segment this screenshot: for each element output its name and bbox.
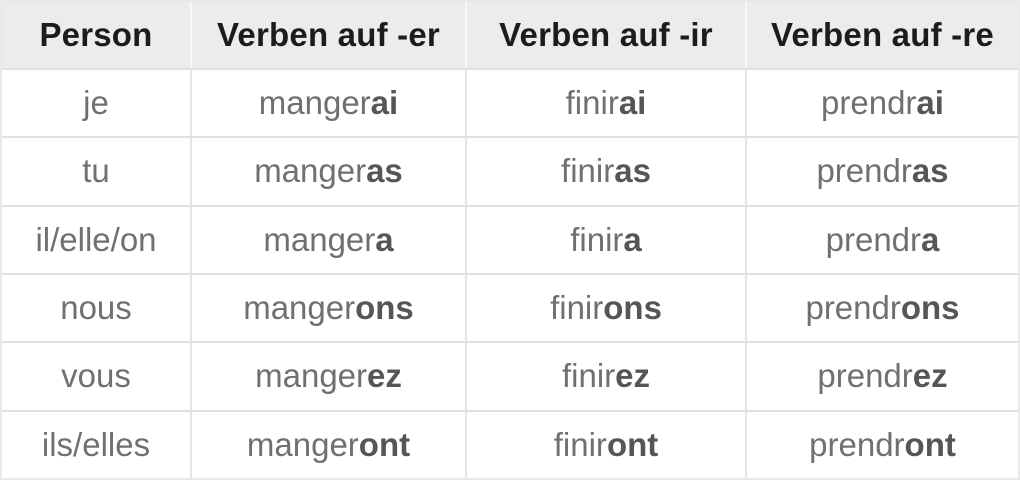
verb-ending: ai xyxy=(370,84,399,122)
verb-stem: finir xyxy=(570,220,624,258)
verb-ir-cell: finir ons xyxy=(465,274,745,342)
verb-ending: as xyxy=(366,152,403,190)
verb-stem: finir xyxy=(565,84,619,122)
table-row-nous: nous manger ons finir ons prendr ons xyxy=(2,272,1018,342)
verb-er-cell: manger ons xyxy=(190,274,465,342)
verb-ending: ez xyxy=(912,357,948,395)
verb-ending: ont xyxy=(904,425,956,463)
person-cell: il/elle/on xyxy=(35,220,157,258)
verb-stem: finir xyxy=(553,425,607,463)
header-cell-verben-ir: Verben auf -ir xyxy=(465,2,745,68)
verb-stem: manger xyxy=(246,425,359,463)
verb-ir-cell: finir a xyxy=(465,206,745,273)
verb-stem: prendr xyxy=(805,289,901,327)
verb-er-cell: manger ai xyxy=(190,70,465,137)
table-row-ils-elles: ils/elles manger ont finir ont prendr ont xyxy=(2,409,1018,478)
verb-stem: finir xyxy=(561,152,615,190)
verb-stem: prendr xyxy=(817,357,913,395)
verb-ending: a xyxy=(623,220,642,258)
verb-ending: ont xyxy=(358,425,411,463)
header-cell-verben-re: Verben auf -re xyxy=(745,2,1018,68)
table-row-il-elle-on: il/elle/on manger a finir a prendr a xyxy=(2,204,1018,273)
verb-re-cell: prendr ai xyxy=(745,70,1018,137)
verb-ending: ont xyxy=(606,425,659,463)
verb-stem: prendr xyxy=(816,152,912,190)
table-row-vous: vous manger ez finir ez prendr ez xyxy=(2,341,1018,410)
verb-ending: as xyxy=(614,152,651,190)
verb-ending: ons xyxy=(355,289,414,327)
verb-ending: ez xyxy=(615,357,651,395)
verb-re-cell: prendr as xyxy=(745,138,1018,205)
verb-ending: ai xyxy=(916,84,944,122)
verb-stem: prendr xyxy=(825,220,922,258)
verb-stem: manger xyxy=(243,289,356,327)
verb-ending: ai xyxy=(618,84,647,122)
verb-ending: ez xyxy=(367,357,402,395)
verb-er-cell: manger ont xyxy=(190,411,465,478)
verb-re-cell: prendr ez xyxy=(745,343,1018,410)
verb-stem: manger xyxy=(258,84,371,122)
person-cell: vous xyxy=(61,357,131,395)
verb-ir-cell: finir ez xyxy=(465,343,745,410)
verb-ir-cell: finir ai xyxy=(465,70,745,137)
verb-re-cell: prendr ont xyxy=(745,411,1018,478)
verb-stem: prendr xyxy=(821,84,917,122)
header-cell-person: Person xyxy=(39,16,153,53)
verb-ending: as xyxy=(911,152,949,190)
verb-ir-cell: finir ont xyxy=(465,411,745,478)
person-cell: je xyxy=(83,84,109,122)
verb-ending: ons xyxy=(900,289,960,327)
verb-er-cell: manger ez xyxy=(190,343,465,410)
verb-er-cell: manger a xyxy=(190,206,465,273)
verb-re-cell: prendr ons xyxy=(745,274,1018,342)
verb-stem: manger xyxy=(263,220,376,258)
verb-stem: manger xyxy=(254,152,367,190)
verb-stem: finir xyxy=(561,357,616,395)
verb-ir-cell: finir as xyxy=(465,138,745,205)
table-row-je: je manger ai finir ai prendr ai xyxy=(2,68,1018,137)
verb-stem: prendr xyxy=(809,425,905,463)
person-cell: tu xyxy=(82,152,110,190)
verb-ending: ons xyxy=(603,289,662,327)
table-row-tu: tu manger as finir as prendr as xyxy=(2,136,1018,205)
verb-stem: finir xyxy=(550,289,604,327)
person-cell: nous xyxy=(60,289,132,327)
verb-ending: a xyxy=(375,220,394,258)
verb-re-cell: prendr a xyxy=(745,206,1018,273)
table-header-row: Person Verben auf -er Verben auf -ir Ver… xyxy=(2,2,1018,68)
header-cell-verben-er: Verben auf -er xyxy=(190,2,465,68)
verb-er-cell: manger as xyxy=(190,138,465,205)
verb-ending: a xyxy=(921,220,940,258)
person-cell: ils/elles xyxy=(41,425,151,463)
verb-stem: manger xyxy=(255,357,368,395)
